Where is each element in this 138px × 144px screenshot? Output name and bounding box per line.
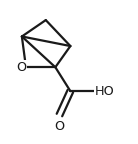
Text: O: O <box>54 121 64 133</box>
Text: HO: HO <box>95 85 114 98</box>
Text: O: O <box>16 61 26 74</box>
